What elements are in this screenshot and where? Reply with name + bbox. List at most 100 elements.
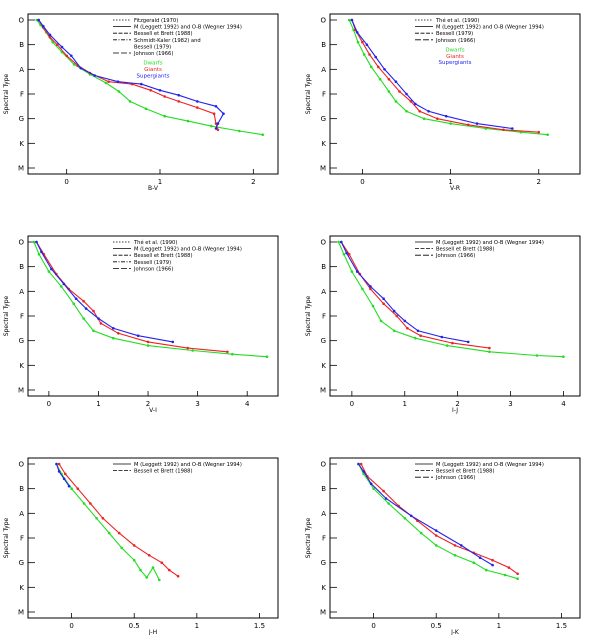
y-tick-label: O	[320, 17, 326, 25]
legend-entry: Johnson (1966)	[435, 253, 475, 259]
data-point-giants	[395, 314, 399, 318]
y-tick-label: A	[321, 66, 326, 74]
data-point-giants	[146, 340, 150, 344]
x-tick-label: 0	[47, 400, 51, 408]
data-point-giants	[537, 130, 540, 134]
data-point-dwarfs	[387, 90, 391, 93]
data-point-giants	[502, 128, 505, 132]
data-point-supergiants	[84, 307, 88, 310]
data-point-dwarfs	[210, 124, 213, 128]
data-point-supergiants	[42, 24, 45, 28]
data-point-dwarfs	[163, 114, 166, 118]
panel-i-j: O B A F G K M Spectral Type 0 1 2 3 4 I-J M (Leggett 1…	[305, 235, 581, 414]
data-point-dwarfs	[394, 100, 398, 103]
y-tick-label: M	[18, 387, 24, 395]
y-tick-label: A	[321, 288, 326, 296]
series-line-supergiants	[351, 19, 513, 130]
data-point-supergiants	[112, 327, 115, 330]
y-tick-label: F	[322, 91, 326, 99]
x-tick-label: 1	[497, 622, 501, 630]
panel-j-k: O B A F G K M Spectral Type 0 0.5 1 1.5 J-K M (Legget…	[305, 457, 581, 635]
series-line-giants	[340, 241, 490, 349]
data-point-supergiants	[136, 334, 140, 338]
data-point-dwarfs	[356, 40, 360, 44]
data-point-supergiants	[40, 250, 43, 254]
y-tick-label: A	[19, 288, 24, 296]
y-tick-label: B	[19, 41, 24, 49]
data-point-supergiants	[382, 297, 385, 301]
data-point-supergiants	[50, 267, 53, 271]
data-point-supergiants	[57, 470, 61, 473]
data-point-supergiants	[196, 100, 199, 103]
y-tick-label: M	[320, 387, 326, 395]
data-point-supergiants	[62, 477, 66, 481]
plot-frame	[329, 457, 581, 619]
data-point-giants	[451, 341, 454, 345]
x-tick-label: 0	[69, 622, 73, 630]
data-point-giants	[196, 106, 199, 109]
data-point-giants	[89, 502, 92, 505]
data-point-dwarfs	[352, 28, 355, 32]
data-point-supergiants	[475, 122, 479, 125]
data-point-giants	[107, 80, 110, 83]
data-point-giants	[466, 123, 470, 127]
data-point-dwarfs	[145, 576, 148, 579]
legend-entry: Johnson (1966)	[133, 266, 173, 272]
x-tick-label: 4	[561, 400, 566, 408]
data-point-giants	[516, 572, 519, 576]
data-point-giants	[147, 554, 151, 557]
y-tick-label: K	[19, 140, 24, 148]
series-line-dwarfs	[338, 241, 564, 358]
data-point-supergiants	[350, 18, 354, 22]
data-point-dwarfs	[70, 487, 73, 491]
y-tick-label: F	[322, 313, 326, 321]
data-point-giants	[214, 122, 218, 125]
y-axis-label: Spectral Type	[3, 73, 10, 114]
class-legend-supergiants: Supergiants	[137, 73, 170, 79]
data-point-supergiants	[394, 80, 398, 83]
data-point-supergiants	[365, 43, 369, 46]
x-tick-label: 0	[360, 178, 364, 186]
data-point-giants	[163, 95, 166, 98]
data-point-supergiants	[158, 89, 162, 92]
data-point-giants	[99, 322, 103, 325]
legend-entry: Johnson (1966)	[133, 51, 173, 57]
data-point-giants	[186, 346, 189, 350]
data-point-dwarfs	[132, 558, 136, 562]
class-legend-supergiants: Supergiants	[439, 60, 472, 66]
x-tick-label: 0.5	[431, 622, 442, 630]
data-point-supergiants	[171, 340, 175, 344]
y-tick-label: B	[321, 41, 326, 49]
data-point-dwarfs	[405, 110, 408, 113]
series-line-dwarfs	[33, 241, 268, 358]
y-tick-label: G	[321, 115, 326, 123]
data-point-giants	[64, 472, 67, 476]
x-tick-label: 1.5	[556, 622, 567, 630]
data-point-supergiants	[177, 93, 180, 97]
data-point-supergiants	[416, 329, 420, 333]
data-point-giants	[387, 77, 391, 81]
data-point-dwarfs	[37, 253, 41, 256]
data-point-supergiants	[409, 514, 413, 518]
data-point-giants	[82, 299, 85, 303]
series-line-giants	[36, 241, 228, 353]
data-point-giants	[359, 462, 363, 466]
data-point-supergiants	[79, 66, 82, 70]
data-point-giants	[488, 346, 491, 350]
x-tick-label: 4	[245, 400, 250, 408]
data-point-giants	[132, 544, 136, 547]
panel-v-i: O B A F G K M Spectral Type 0 1 2 3 4 V-I Thé et al. (…	[3, 235, 279, 414]
data-point-giants	[419, 334, 422, 338]
y-tick-label: A	[19, 66, 24, 74]
class-legend-giants: Giants	[144, 67, 162, 73]
data-point-giants	[418, 110, 422, 113]
y-tick-label: M	[320, 165, 326, 173]
x-axis-label: V-I	[149, 407, 157, 414]
data-point-dwarfs	[139, 568, 142, 572]
data-point-giants	[160, 561, 164, 564]
data-point-dwarfs	[392, 329, 396, 333]
y-tick-label: A	[321, 510, 326, 518]
x-axis-label: V-R	[450, 185, 460, 192]
y-tick-label: K	[321, 362, 326, 370]
data-point-dwarfs	[419, 531, 423, 535]
